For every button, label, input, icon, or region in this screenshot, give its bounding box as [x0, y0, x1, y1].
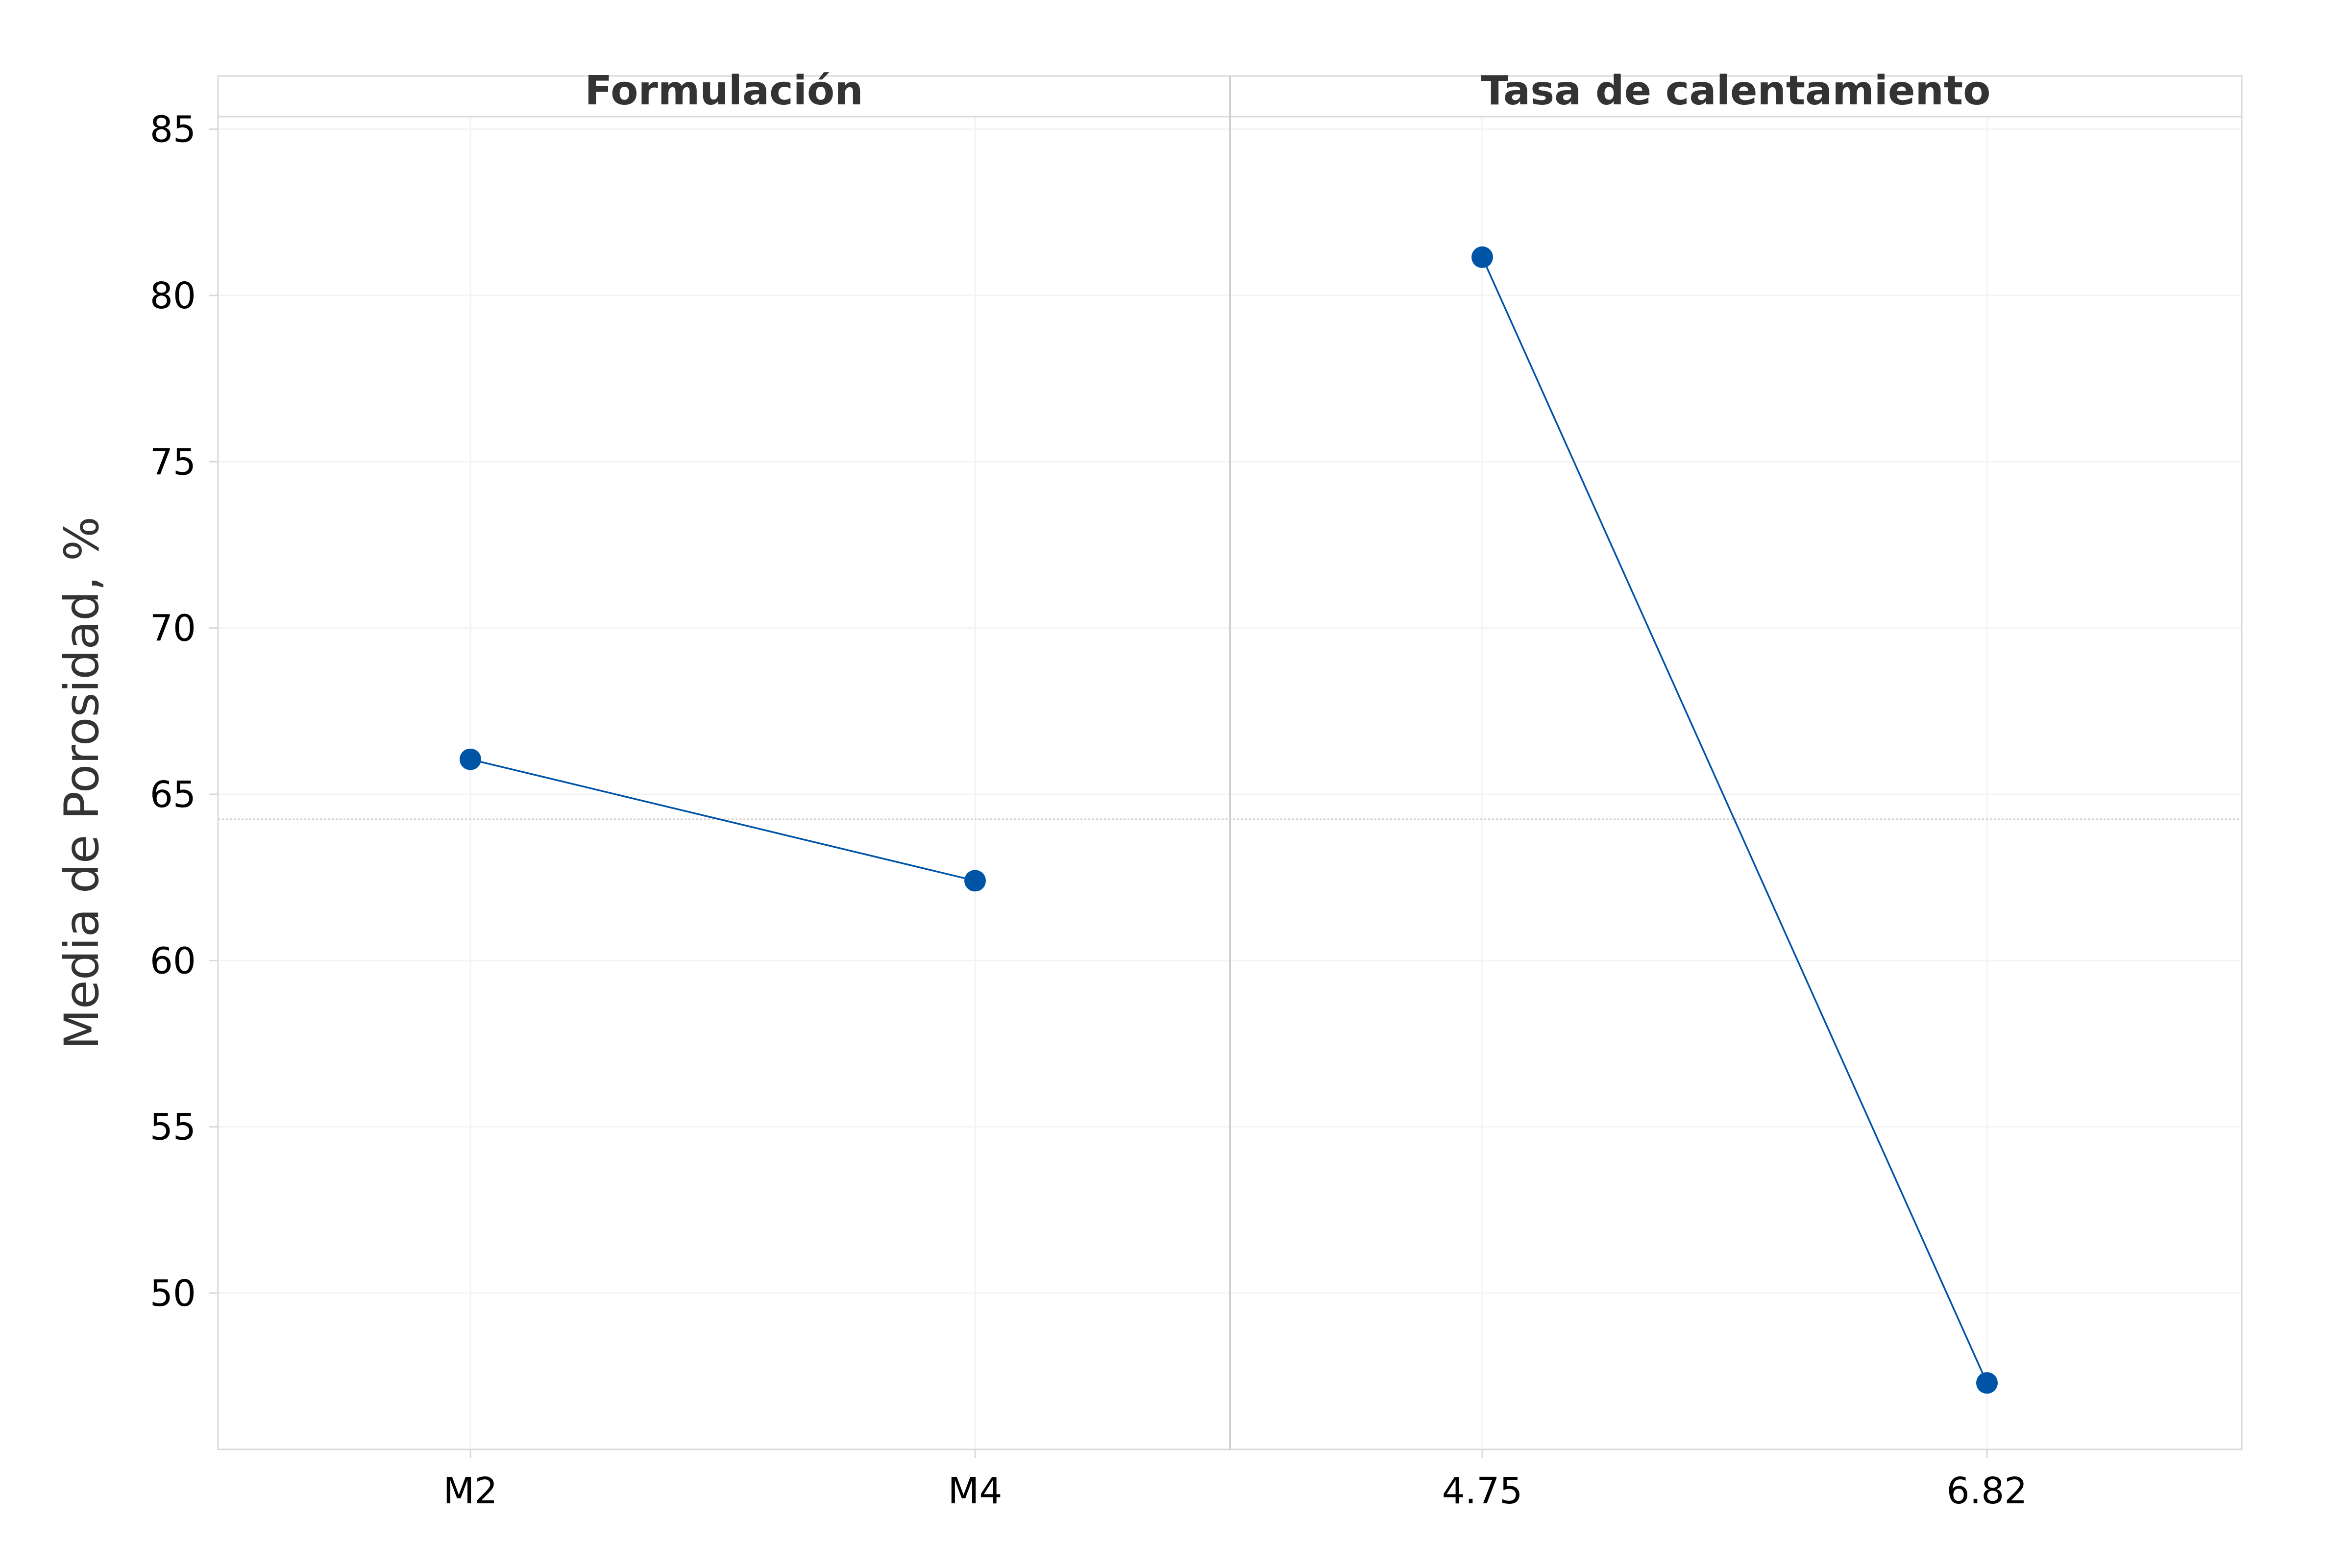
y-tick-label: 50 — [150, 1273, 196, 1315]
y-axis-ticks: 50 55 60 65 70 75 80 85 — [150, 109, 218, 1315]
data-point — [460, 748, 481, 770]
series-line — [470, 759, 976, 882]
series-line — [1481, 257, 1988, 1383]
y-axis-title: Media de Porosidad, % — [54, 516, 109, 1050]
series-layer — [460, 246, 1998, 1394]
y-tick-label: 55 — [150, 1106, 196, 1149]
data-point — [964, 870, 986, 892]
y-tick-label: 70 — [150, 608, 196, 650]
y-tick-label: 80 — [150, 275, 196, 317]
data-point — [1976, 1372, 1998, 1394]
y-tick-label: 60 — [150, 940, 196, 982]
panel-strip-labels: Formulación Tasa de calentamiento — [585, 68, 1990, 114]
panel-frames — [217, 75, 2243, 1450]
panel-title: Tasa de calentamiento — [1481, 68, 1991, 114]
x-tick-label: M2 — [443, 1470, 498, 1512]
x-tick-label: 6.82 — [1947, 1470, 2028, 1512]
y-tick-label: 85 — [150, 109, 196, 151]
x-tick-label: 4.75 — [1442, 1470, 1523, 1512]
y-tick-label: 75 — [150, 441, 196, 483]
panel-title: Formulación — [585, 68, 863, 114]
x-tick-label: M4 — [948, 1470, 1003, 1512]
data-point — [1471, 246, 1493, 268]
x-axis-ticks: M2 M4 4.75 6.82 — [443, 1449, 2028, 1512]
y-tick-label: 65 — [150, 774, 196, 816]
